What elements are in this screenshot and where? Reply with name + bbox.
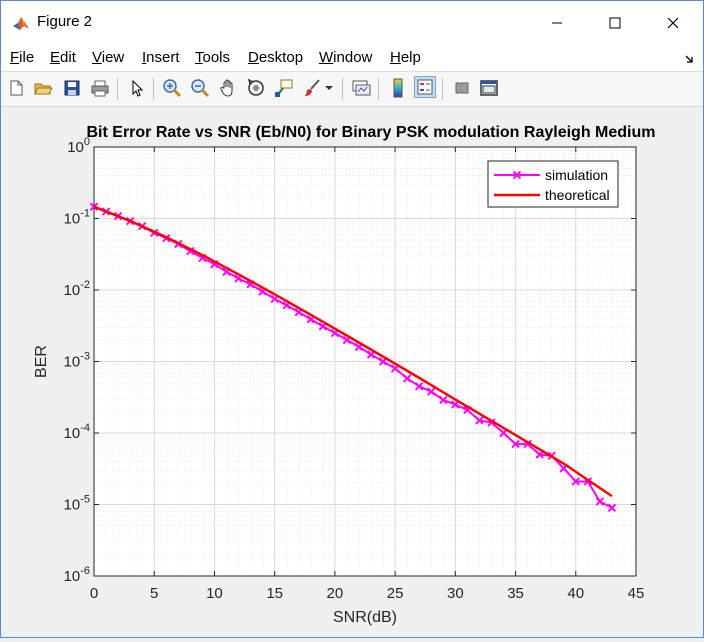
menu-bar: File Edit View Insert Tools Desktop Wind… — [1, 45, 703, 72]
legend-simulation-marker — [512, 170, 522, 180]
dock-arrow-icon[interactable] — [685, 51, 695, 69]
x-tick-label: 15 — [266, 585, 283, 602]
hide-plot-tools-icon[interactable] — [451, 77, 473, 99]
menu-view[interactable]: View — [92, 49, 125, 66]
x-tick-label: 25 — [387, 585, 404, 602]
y-tick-label: 10-5 — [64, 494, 90, 514]
x-tick-label: 35 — [507, 585, 524, 602]
menu-help[interactable]: Help — [390, 49, 421, 66]
rotate-3d-icon[interactable] — [245, 77, 267, 99]
toolbar-separator — [153, 78, 154, 100]
brush-dropdown-icon[interactable] — [323, 77, 335, 99]
ber-plot[interactable]: 0 5 10 15 20 25 30 35 40 45 10-6 10-5 10-4 10-3 10-2 10… — [2, 107, 702, 637]
simulation-point — [427, 387, 436, 396]
y-tick-label: 100 — [67, 136, 90, 156]
simulation-point — [535, 450, 544, 459]
zoom-out-icon[interactable] — [189, 77, 211, 99]
zoom-in-icon[interactable] — [161, 77, 183, 99]
legend-box — [487, 160, 619, 208]
x-tick-label: 30 — [447, 585, 464, 602]
brush-icon[interactable] — [301, 77, 323, 99]
simulation-point — [571, 477, 580, 486]
x-tick-label: 40 — [567, 585, 584, 602]
menu-insert[interactable]: Insert — [142, 49, 180, 66]
minimize-icon — [552, 22, 562, 24]
x-tick-label: 20 — [327, 585, 344, 602]
chart-title: Bit Error Rate vs SNR (Eb/N0) for Binary… — [87, 124, 656, 141]
x-tick-label: 0 — [90, 585, 98, 602]
figure-toolbar — [1, 72, 703, 107]
y-tick-label: 10-1 — [64, 208, 90, 228]
simulation-point — [414, 382, 424, 391]
open-file-icon[interactable] — [32, 77, 54, 99]
data-cursor-icon[interactable] — [273, 77, 295, 99]
x-tick-label: 45 — [628, 585, 645, 602]
toolbar-separator — [378, 78, 379, 100]
simulation-point — [595, 497, 605, 506]
legend-simulation-label: simulation — [545, 167, 608, 183]
y-tick-label: 10-6 — [64, 565, 90, 585]
pan-hand-icon[interactable] — [217, 77, 239, 99]
maximize-button[interactable] — [586, 1, 644, 45]
matlab-logo-icon — [12, 14, 30, 32]
x-tick-label: 10 — [206, 585, 223, 602]
window-title: Figure 2 — [37, 13, 93, 30]
x-tick-label: 5 — [150, 585, 158, 602]
simulation-point — [607, 503, 617, 512]
y-tick-label: 10-4 — [64, 422, 90, 442]
simulation-point — [511, 439, 520, 449]
insert-legend-icon[interactable] — [414, 76, 436, 98]
x-axis-label: SNR(dB) — [333, 609, 397, 626]
close-icon — [667, 17, 679, 29]
toolbar-separator — [342, 78, 343, 100]
close-button[interactable] — [644, 1, 702, 45]
new-figure-icon[interactable] — [5, 77, 27, 99]
save-icon[interactable] — [61, 77, 83, 99]
title-bar[interactable]: Figure 2 — [1, 1, 703, 45]
y-tick-label: 10-3 — [64, 351, 90, 371]
maximize-icon — [609, 17, 621, 29]
show-plot-tools-icon[interactable] — [478, 77, 500, 99]
toolbar-separator — [442, 78, 443, 100]
figure-canvas: 0 5 10 15 20 25 30 35 40 45 10-6 10-5 10-4 10-3 10-2 10… — [2, 107, 702, 637]
insert-colorbar-icon[interactable] — [387, 77, 409, 99]
select-arrow-icon[interactable] — [126, 77, 148, 99]
toolbar-separator — [117, 78, 118, 100]
y-tick-label: 10-2 — [64, 279, 90, 299]
menu-file[interactable]: File — [10, 49, 35, 66]
simulation-point — [439, 395, 448, 405]
simulation-point — [475, 416, 484, 425]
simulation-point — [402, 374, 412, 383]
link-plot-icon[interactable] — [350, 77, 372, 99]
menu-window[interactable]: Window — [319, 49, 373, 66]
minimize-button[interactable] — [528, 1, 586, 45]
y-axis-label: BER — [33, 345, 50, 378]
legend-theoretical-label: theoretical — [545, 187, 610, 203]
theoretical-series-line — [93, 205, 613, 498]
print-icon[interactable] — [89, 77, 111, 99]
menu-tools[interactable]: Tools — [195, 49, 231, 66]
menu-desktop[interactable]: Desktop — [248, 49, 304, 66]
menu-edit[interactable]: Edit — [50, 49, 76, 66]
